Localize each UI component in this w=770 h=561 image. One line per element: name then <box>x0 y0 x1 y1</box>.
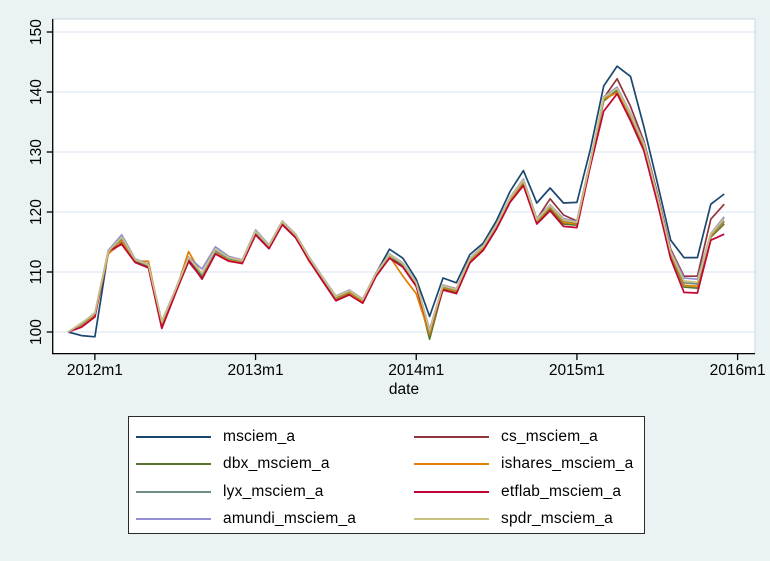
legend-swatch-lyx_msciem_a <box>136 490 211 493</box>
legend-item-msciem_a: msciem_a <box>136 428 414 446</box>
series-line-spdr_msciem_a <box>67 87 725 333</box>
legend-label-lyx_msciem_a: lyx_msciem_a <box>223 482 324 500</box>
plot-area <box>52 18 756 355</box>
legend-swatch-amundi_msciem_a <box>136 518 211 521</box>
x-tick-label-2014m1: 2014m1 <box>388 362 444 379</box>
legend-label-spdr_msciem_a: spdr_msciem_a <box>501 510 614 528</box>
legend-item-lyx_msciem_a: lyx_msciem_a <box>136 483 414 501</box>
legend-label-ishares_msciem_a: ishares_msciem_a <box>501 455 634 473</box>
x-axis-label-date: date <box>389 381 419 398</box>
legend-box: msciem_a cs_msciem_a dbx_msciem_a ishares_m… <box>128 416 645 534</box>
legend-swatch-ishares_msciem_a <box>414 463 489 466</box>
legend-swatch-dbx_msciem_a <box>136 463 211 466</box>
axes: 100 110 120 130 140 150 2012m1 2013m1 2014m1 2015… <box>28 19 766 379</box>
legend-label-msciem_a: msciem_a <box>223 427 296 445</box>
y-tick-label-100: 100 <box>28 319 45 345</box>
y-tick-label-140: 140 <box>28 79 45 105</box>
legend-label-dbx_msciem_a: dbx_msciem_a <box>223 455 330 473</box>
legend-swatch-msciem_a <box>136 435 211 438</box>
y-tick-label-130: 130 <box>28 139 45 165</box>
x-tick-label-2015m1: 2015m1 <box>549 362 605 379</box>
x-tick-label-2012m1: 2012m1 <box>67 362 123 379</box>
legend-label-cs_msciem_a: cs_msciem_a <box>501 427 598 445</box>
legend-item-cs_msciem_a: cs_msciem_a <box>414 428 644 446</box>
x-tick-label-2016m1: 2016m1 <box>710 362 766 379</box>
legend-label-amundi_msciem_a: amundi_msciem_a <box>223 510 357 528</box>
y-tick-label-110: 110 <box>28 259 45 284</box>
legend-item-amundi_msciem_a: amundi_msciem_a <box>136 510 414 528</box>
legend-label-etflab_msciem_a: etflab_msciem_a <box>501 482 622 500</box>
legend-item-ishares_msciem_a: ishares_msciem_a <box>414 455 644 473</box>
legend-item-spdr_msciem_a: spdr_msciem_a <box>414 510 644 528</box>
x-tick-label-2013m1: 2013m1 <box>228 362 284 379</box>
legend-item-etflab_msciem_a: etflab_msciem_a <box>414 483 644 501</box>
legend-swatch-spdr_msciem_a <box>414 518 489 521</box>
legend-item-dbx_msciem_a: dbx_msciem_a <box>136 455 414 473</box>
legend-swatch-cs_msciem_a <box>414 435 489 438</box>
y-tick-label-150: 150 <box>28 19 45 45</box>
legend-swatch-etflab_msciem_a <box>414 490 489 493</box>
plot-background <box>52 18 756 355</box>
y-tick-label-120: 120 <box>28 199 45 225</box>
series-line-etflab_msciem_a <box>67 92 725 333</box>
